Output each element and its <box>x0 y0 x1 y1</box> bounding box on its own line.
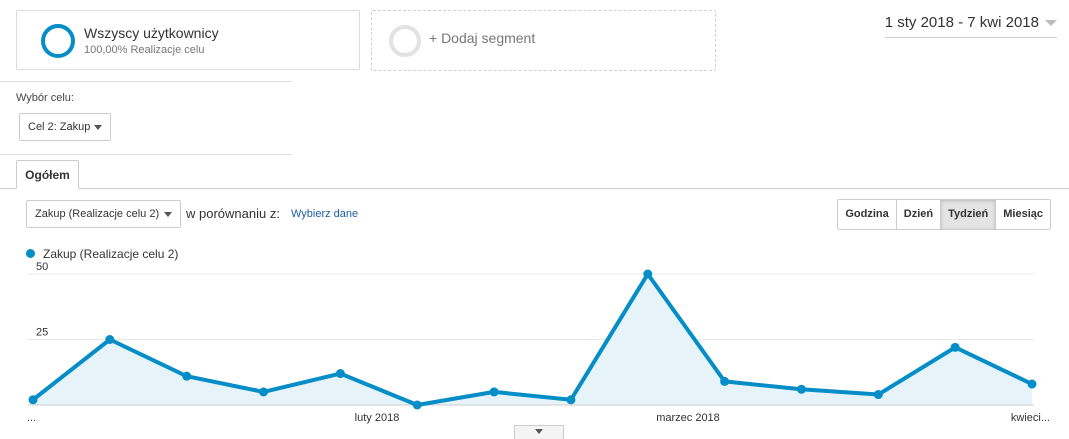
metric-select[interactable]: Zakup (Realizacje celu 2) <box>26 200 181 228</box>
dropdown-caret-icon <box>164 212 172 217</box>
tab-baseline <box>0 188 1069 189</box>
y-tick-label: 25 <box>36 327 48 339</box>
data-point <box>1027 379 1037 389</box>
data-point <box>335 369 345 379</box>
data-point <box>796 384 806 394</box>
goal-select-value: Cel 2: Zakup <box>28 121 91 133</box>
data-point <box>489 387 499 397</box>
y-tick-label: 50 <box>36 262 48 273</box>
add-segment-button[interactable]: + Dodaj segment <box>371 10 716 71</box>
tab-overview[interactable]: Ogółem <box>16 160 79 189</box>
series-area <box>33 274 1032 405</box>
goal-selector-label: Wybór celu: <box>16 92 74 104</box>
dropdown-caret-icon <box>94 125 102 130</box>
chevron-down-icon <box>535 429 543 434</box>
date-range-label: 1 sty 2018 - 7 kwi 2018 <box>884 14 1039 31</box>
x-tick-label: ... <box>27 412 36 424</box>
compare-label: w porównaniu z: <box>186 206 280 221</box>
metric-select-value: Zakup (Realizacje celu 2) <box>35 208 160 220</box>
legend-dot-icon <box>26 249 35 258</box>
data-point <box>412 400 422 410</box>
line-chart: 25 50... luty 2018 marzec 2018 kwieci... <box>27 262 1050 424</box>
granularity-day-button[interactable]: Dzień <box>895 200 941 229</box>
x-tick-label: luty 2018 <box>355 412 400 424</box>
goal-select[interactable]: Cel 2: Zakup <box>19 113 111 141</box>
data-point <box>105 335 115 344</box>
legend-series-label: Zakup (Realizacje celu 2) <box>43 247 179 261</box>
series-line <box>31 272 1033 407</box>
data-point <box>643 269 653 279</box>
segment-ring-icon <box>41 24 75 58</box>
date-range-picker[interactable]: 1 sty 2018 - 7 kwi 2018 <box>884 14 1057 38</box>
data-point <box>873 390 883 400</box>
segment-card-all-users[interactable]: Wszyscy użytkownicy 100,00% Realizacje c… <box>16 10 360 70</box>
granularity-week-button[interactable]: Tydzień <box>940 200 996 229</box>
segment-subtitle: 100,00% Realizacje celu <box>84 44 205 56</box>
granularity-month-button[interactable]: Miesiąc <box>995 200 1050 229</box>
data-point <box>182 371 192 381</box>
choose-metric-link[interactable]: Wybierz dane <box>291 208 359 220</box>
data-point <box>566 395 576 405</box>
granularity-hour-button[interactable]: Godzina <box>838 200 896 229</box>
x-tick-label: marzec 2018 <box>656 412 720 424</box>
divider <box>0 81 292 82</box>
x-tick-label: kwieci... <box>1011 412 1050 424</box>
granularity-buttons: Godzina Dzień Tydzień Miesiąc <box>837 199 1051 230</box>
divider <box>0 154 292 155</box>
add-segment-label: + Dodaj segment <box>429 30 536 46</box>
data-point <box>259 387 269 397</box>
data-point <box>28 395 38 405</box>
empty-segment-ring-icon <box>389 25 421 57</box>
chevron-down-icon <box>1045 20 1057 27</box>
chart-scroll-handle[interactable] <box>514 425 564 439</box>
segment-title: Wszyscy użytkownicy <box>84 25 219 41</box>
data-point <box>720 376 730 386</box>
chart-legend: Zakup (Realizacje celu 2) <box>26 247 178 261</box>
tab-overview-label: Ogółem <box>25 168 70 182</box>
data-point <box>950 342 960 352</box>
